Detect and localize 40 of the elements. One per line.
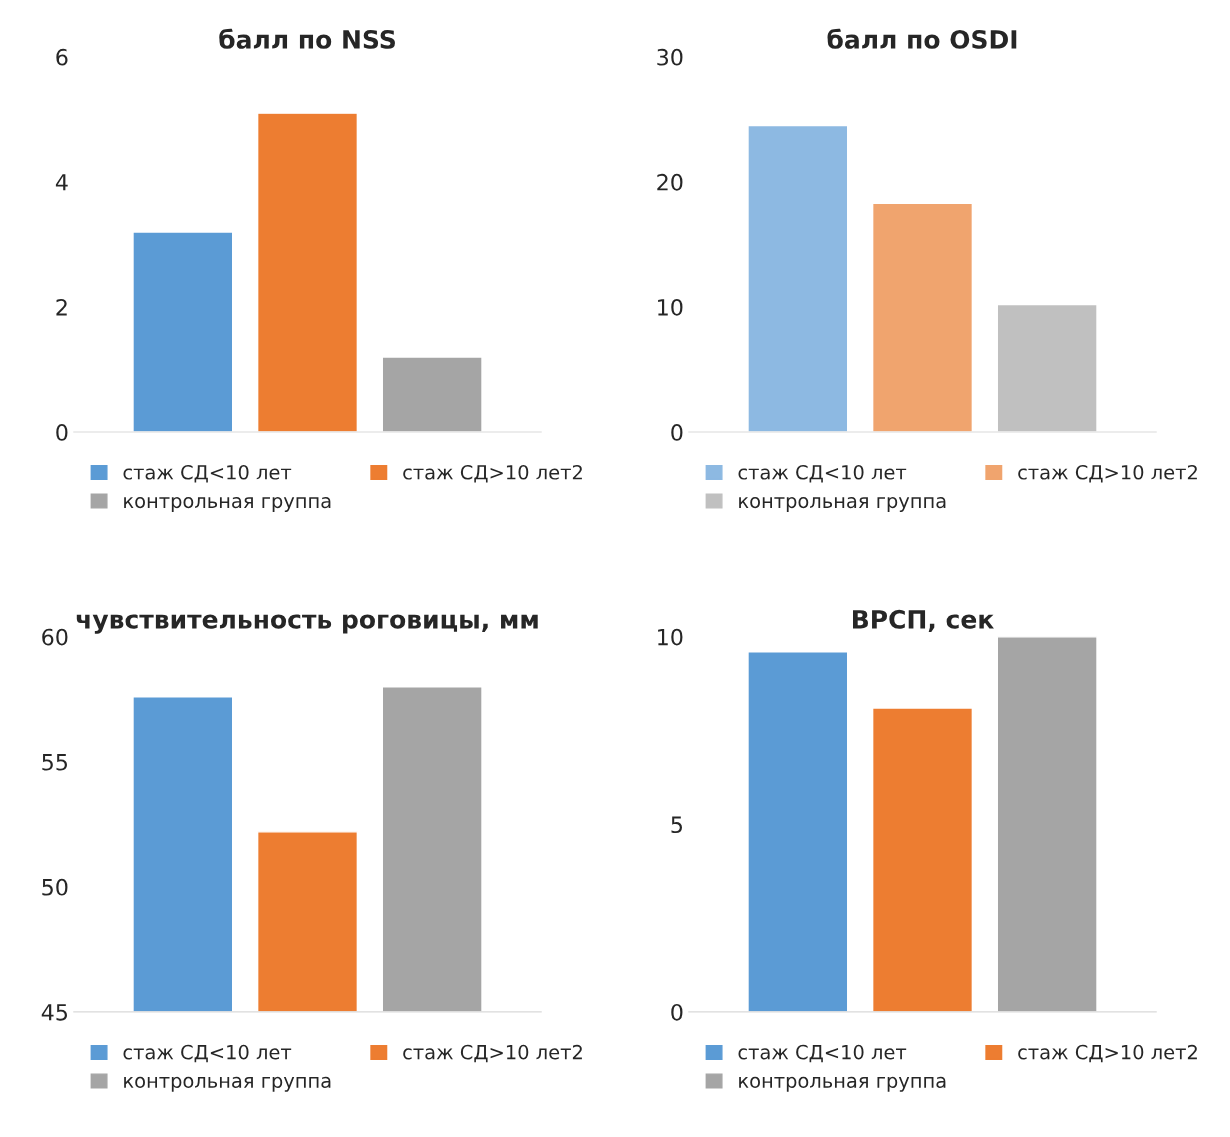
y-tick-label: 20	[657, 173, 683, 191]
bar	[747, 124, 849, 433]
legend-label: стаж СД<10 лет	[123, 464, 292, 483]
legend-label: стаж СД<10 лет	[123, 1044, 292, 1063]
bar	[381, 356, 483, 433]
chart-title: ВРСП, сек	[853, 609, 994, 632]
legend-label: стаж СД>10 лет2	[403, 1044, 582, 1063]
bar	[871, 202, 974, 433]
y-tick-label: 5	[671, 816, 682, 834]
legend-label: контрольная группа	[739, 1076, 946, 1092]
bar	[996, 303, 1098, 433]
y-tick-label: 2	[56, 298, 67, 316]
bar	[132, 231, 234, 433]
y-tick-label: 45	[41, 1004, 67, 1021]
y-tick-label: 0	[671, 1003, 683, 1021]
legend-label: стаж СД<10 лет	[738, 1044, 907, 1063]
legend-label: контрольная группа	[124, 497, 331, 512]
y-tick-label: 0	[671, 424, 683, 441]
y-tick-label: 60	[42, 628, 68, 646]
bar	[256, 112, 359, 433]
chart-title: чувствительность роговицы, мм	[76, 614, 538, 634]
bar	[871, 707, 974, 1012]
chart-title: балл по NSS	[219, 28, 395, 49]
y-tick-label: 10	[658, 628, 683, 646]
y-tick-label: 6	[56, 48, 68, 66]
y-tick-label: 30	[657, 48, 683, 66]
y-tick-label: 4	[55, 174, 68, 191]
y-tick-label: 55	[42, 754, 67, 771]
legend-label: стаж СД>10 лет2	[403, 464, 582, 483]
bar	[747, 651, 849, 1012]
legend-label: контрольная группа	[124, 1076, 331, 1092]
legend-label: стаж СД>10 лет2	[1018, 464, 1197, 483]
legend-label: контрольная группа	[739, 497, 946, 512]
y-tick-label: 50	[42, 878, 68, 896]
y-tick-label: 0	[56, 424, 68, 441]
legend-label: стаж СД<10 лет	[738, 464, 907, 483]
chart-title: балл по OSDI	[827, 28, 1017, 49]
bar	[996, 636, 1098, 1012]
y-tick-label: 10	[658, 298, 683, 316]
legend-label: стаж СД>10 лет2	[1018, 1044, 1197, 1063]
